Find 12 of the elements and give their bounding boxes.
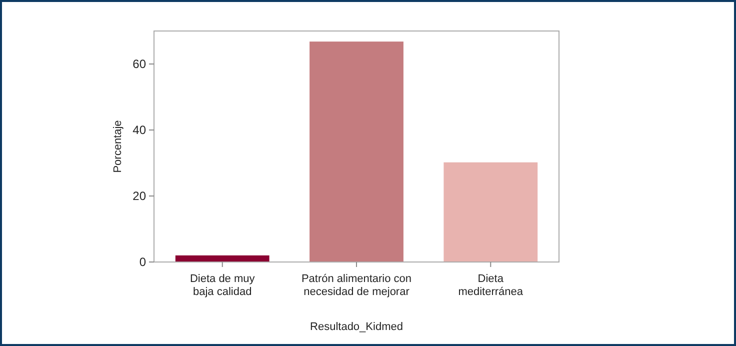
y-tick-label: 0 — [139, 255, 146, 270]
y-axis-title: Porcentaje — [112, 120, 124, 173]
x-tick-label: Dieta de muy baja calidad — [190, 273, 256, 298]
y-tick-label: 20 — [132, 189, 146, 204]
x-tick-label: Dieta mediterránea — [458, 273, 524, 298]
bar — [175, 255, 270, 262]
bar — [310, 42, 404, 262]
y-tick-label: 60 — [132, 57, 146, 72]
x-axis-title: Resultado_Kidmed — [310, 321, 403, 333]
y-tick-label: 40 — [132, 123, 146, 138]
x-tick-label: Patrón alimentario con necesidad de mejorar — [301, 273, 412, 298]
bar — [444, 162, 538, 262]
